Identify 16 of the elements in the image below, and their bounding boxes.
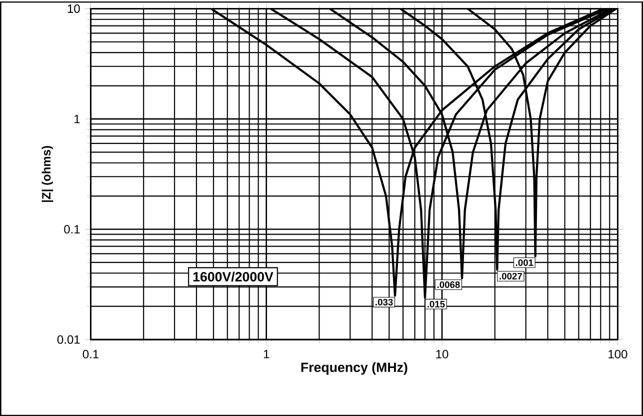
y-tick-label: 0.1 xyxy=(64,224,80,234)
y-tick-label: 10 xyxy=(68,4,80,13)
series-label: .001 xyxy=(516,259,534,266)
series-label: .015 xyxy=(427,300,445,308)
y-axis-title: |Z| (ohms) xyxy=(42,146,54,202)
x-tick-label: 0.1 xyxy=(82,350,98,358)
annotation: 1600V/2000V xyxy=(193,272,274,282)
x-tick-label: 1 xyxy=(264,350,270,358)
y-tick-label: 1 xyxy=(74,114,80,123)
x-tick-label: 10 xyxy=(436,350,448,358)
x-tick-label: 100 xyxy=(608,350,628,358)
series-label: .033 xyxy=(376,298,393,306)
legend-label: .0027 xyxy=(500,272,522,280)
x-axis-title: Frequency (MHz) xyxy=(301,362,408,375)
y-tick-label: 0.01 xyxy=(57,335,80,344)
series-label: .0068 xyxy=(437,281,460,288)
